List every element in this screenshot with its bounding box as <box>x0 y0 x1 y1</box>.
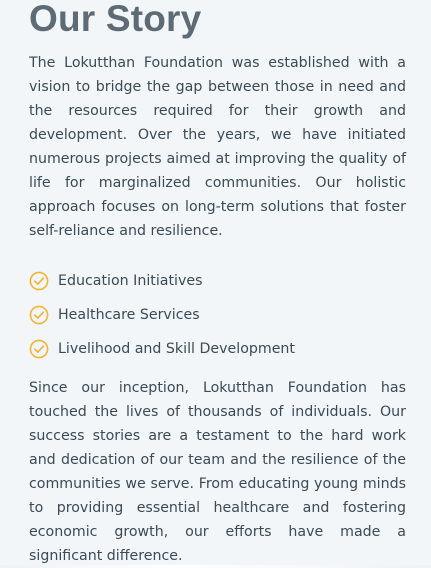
impact-paragraph: Since our inception, Lokutthan Foundatio… <box>29 380 406 564</box>
intro-paragraph: The Lokutthan Foundation was established… <box>29 55 406 239</box>
check-circle-icon <box>29 271 49 291</box>
feature-label: Livelihood and Skill Development <box>58 341 295 357</box>
check-circle-icon <box>29 339 49 359</box>
section-title: Our Story <box>29 0 202 39</box>
feature-label: Education Initiatives <box>58 273 203 289</box>
feature-item-healthcare: Healthcare Services <box>29 298 295 332</box>
section-divider <box>0 565 431 568</box>
feature-item-livelihood: Livelihood and Skill Development <box>29 332 295 366</box>
check-circle-icon <box>29 305 49 325</box>
feature-list: Education Initiatives Healthcare Service… <box>29 264 295 366</box>
feature-item-education: Education Initiatives <box>29 264 295 298</box>
feature-label: Healthcare Services <box>58 307 200 323</box>
